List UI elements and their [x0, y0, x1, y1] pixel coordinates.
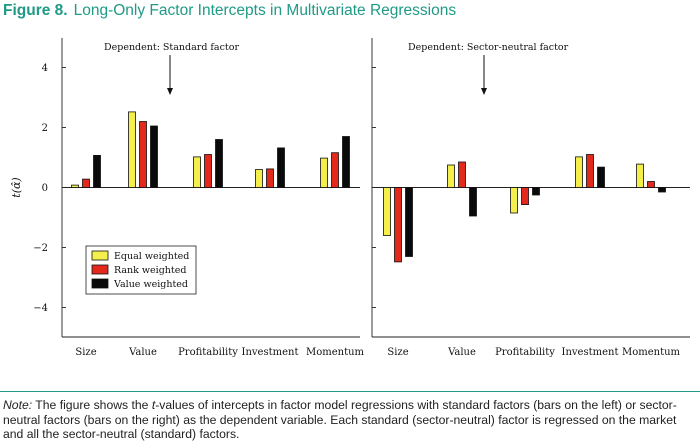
- note-divider: [0, 391, 700, 392]
- legend-swatch-equal: [91, 250, 109, 261]
- bar-1-investment-equal: [255, 169, 263, 188]
- bar-2-value-rank: [458, 161, 466, 188]
- factor-intercepts-chart: 4 2 0 −2 −4 t(α̂) Dependent: Standard factor Si…: [10, 38, 690, 358]
- figure-note: Note: The figure shows the t-values of i…: [3, 398, 697, 442]
- bar-2-investment-rank: [586, 154, 594, 188]
- legend-swatch-rank: [91, 264, 109, 275]
- bar-2-momentum-rank: [647, 181, 655, 188]
- x-tick-label: Profitability: [495, 347, 555, 358]
- bar-2-momentum-value: [658, 187, 666, 193]
- x-tick-label: Size: [75, 347, 96, 358]
- bar-1-momentum-equal: [320, 157, 328, 188]
- x-tick-label: Momentum: [306, 347, 365, 358]
- bar-1-momentum-rank: [331, 152, 339, 188]
- x-tick-label: Momentum: [622, 347, 681, 358]
- bar-1-profitability-equal: [193, 156, 201, 188]
- x-tick-label: Investment: [562, 347, 619, 358]
- figure-title-text: Long-Only Factor Intercepts in Multivari…: [73, 2, 457, 19]
- panel-title-2: Dependent: Sector-neutral factor: [408, 42, 569, 53]
- bar-2-size-value: [405, 187, 413, 257]
- note-lead: Note:: [3, 398, 33, 412]
- y-tick-label: −4: [33, 303, 48, 314]
- bar-2-size-rank: [394, 187, 402, 263]
- y-tick-label: 0: [42, 183, 48, 194]
- y-tick-label: −2: [33, 243, 48, 254]
- bar-1-size-rank: [82, 178, 90, 188]
- x-tick-label: Profitability: [178, 347, 238, 358]
- y-tick-label: 4: [42, 63, 48, 74]
- panel-arrow-head-2: [481, 88, 487, 95]
- figure-title: Figure 8. Long-Only Factor Intercepts in …: [3, 2, 456, 20]
- bar-2-size-equal: [383, 187, 391, 236]
- bar-1-profitability-rank: [204, 154, 212, 188]
- note-text-pre: The figure shows the: [32, 398, 152, 412]
- legend-swatch-value: [91, 278, 109, 289]
- bar-2-value-equal: [447, 164, 455, 188]
- bar-2-investment-equal: [575, 156, 583, 188]
- bar-1-size-value: [93, 154, 101, 188]
- figure-number: Figure 8.: [3, 2, 68, 19]
- bar-2-profitability-rank: [521, 187, 529, 206]
- legend-label-equal: Equal weighted: [114, 251, 189, 262]
- bar-2-momentum-equal: [636, 163, 644, 188]
- x-tick-label: Investment: [242, 347, 299, 358]
- legend-label-value: Value weighted: [113, 279, 188, 290]
- bar-1-investment-rank: [266, 168, 274, 188]
- note-t-symbol: t: [151, 398, 156, 412]
- bar-2-profitability-equal: [510, 187, 518, 214]
- panel-title-1: Dependent: Standard factor: [104, 42, 239, 53]
- bar-2-profitability-value: [532, 187, 540, 196]
- panel-arrow-head-1: [167, 88, 173, 95]
- bar-1-profitability-value: [215, 139, 223, 188]
- bar-1-momentum-value: [342, 136, 350, 188]
- bar-1-value-equal: [128, 111, 136, 188]
- y-axis-label: t(α̂): [10, 177, 23, 197]
- y-tick-label: 2: [42, 123, 48, 134]
- x-tick-label: Value: [447, 347, 476, 358]
- bar-1-size-equal: [71, 184, 79, 188]
- bar-2-value-value: [469, 187, 477, 217]
- bar-1-value-value: [150, 125, 158, 188]
- bar-2-investment-value: [597, 166, 605, 188]
- x-tick-label: Value: [128, 347, 157, 358]
- bar-1-investment-value: [277, 147, 285, 188]
- bar-1-value-rank: [139, 121, 147, 188]
- legend-label-rank: Rank weighted: [114, 265, 186, 276]
- x-tick-label: Size: [387, 347, 408, 358]
- note-text-post: -values of intercepts in factor model re…: [3, 398, 677, 441]
